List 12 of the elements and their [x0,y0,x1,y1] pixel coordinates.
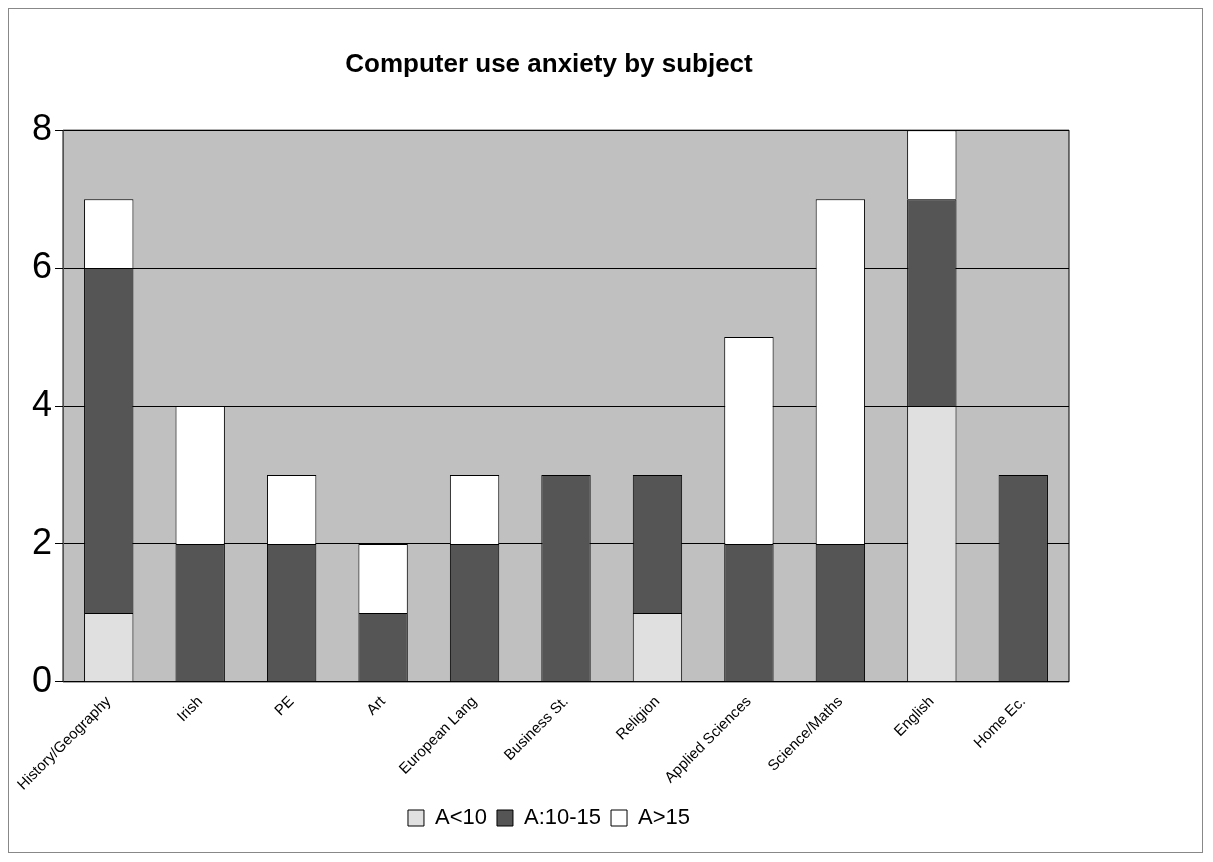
y-tick-label: 6 [31,245,53,287]
y-tick-label: 4 [31,382,53,424]
chart-title: Computer use anxiety by subject [345,47,754,78]
legend-label: A:10-15 [523,804,602,830]
x-tick-label: Art [362,691,389,718]
x-tick-label: PE [270,692,297,719]
y-tick-label: 0 [31,658,53,700]
y-tick-label: 2 [31,520,53,562]
y-tick-label: 8 [31,107,53,149]
legend-label: A<10 [434,804,487,830]
legend-label: A>15 [638,804,691,830]
x-tick-label: Irish [173,692,206,725]
